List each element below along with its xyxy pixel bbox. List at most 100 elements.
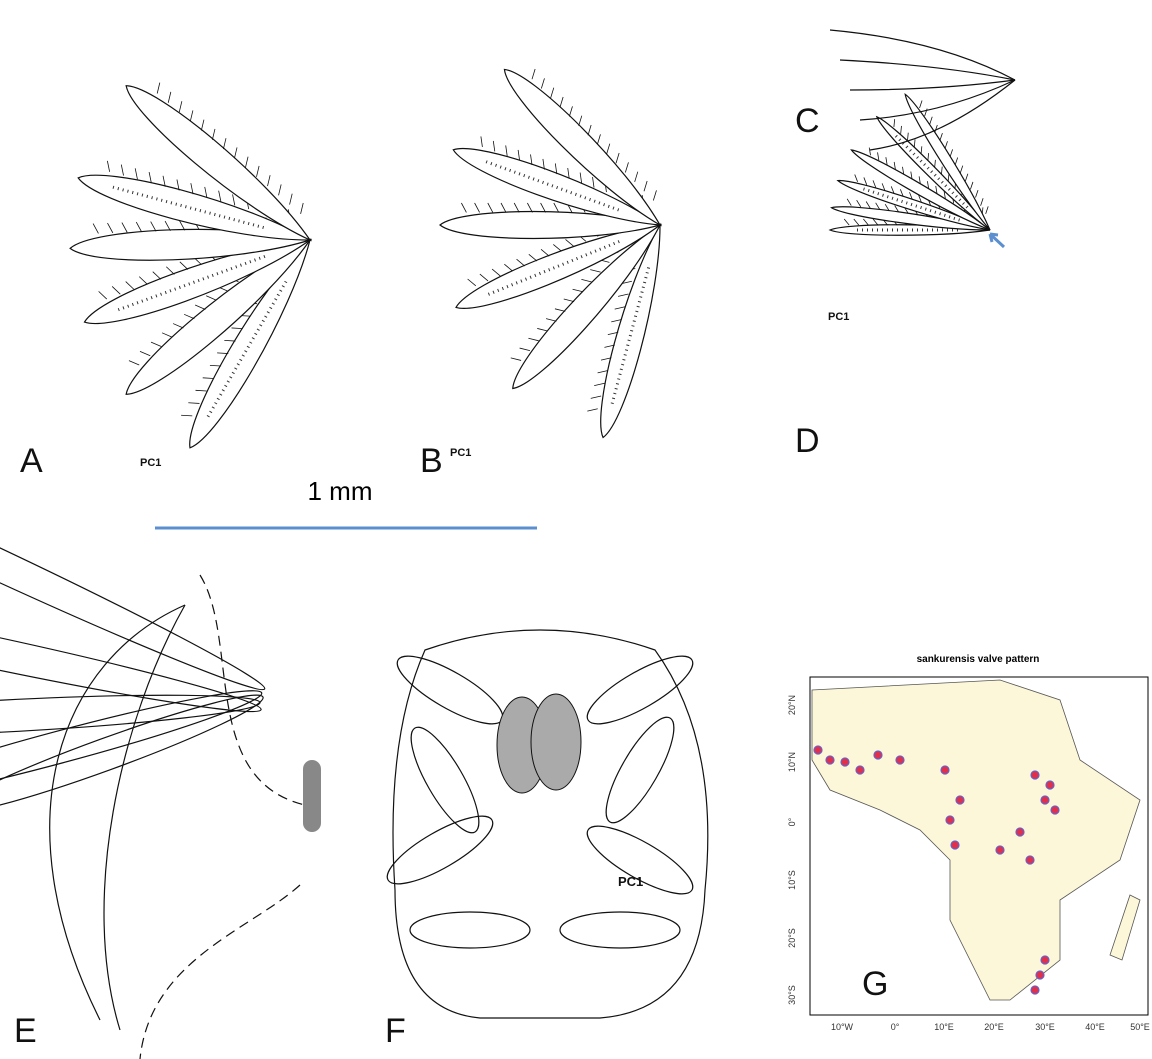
seta-line	[839, 59, 1016, 81]
hair	[877, 152, 880, 161]
hair	[985, 206, 989, 214]
hair	[92, 223, 99, 234]
seta	[605, 716, 675, 824]
hair	[572, 288, 584, 293]
hair	[893, 161, 896, 170]
hair	[934, 124, 938, 133]
hair	[200, 119, 205, 131]
hair	[970, 181, 974, 190]
hair	[167, 91, 172, 103]
hair	[267, 175, 271, 187]
panel-label: D	[795, 422, 820, 460]
hair	[579, 172, 583, 184]
hair	[194, 304, 206, 310]
y-tick-label: 20°N	[787, 695, 797, 715]
seta-line	[869, 79, 1016, 151]
seta	[600, 222, 661, 439]
hair	[300, 202, 304, 214]
annotation: PC1	[828, 311, 849, 323]
seta	[77, 174, 313, 241]
hair	[135, 221, 142, 233]
hair	[245, 156, 249, 168]
hair	[621, 280, 632, 285]
x-tick-label: 10°W	[831, 1022, 854, 1032]
seta-group	[452, 136, 663, 226]
hair	[504, 263, 513, 272]
seta-group	[125, 82, 312, 242]
dash	[139, 884, 301, 1059]
hair	[614, 306, 626, 310]
site-dot	[1050, 805, 1060, 815]
hair	[492, 140, 496, 152]
seta-line	[849, 79, 1016, 91]
hair	[920, 146, 923, 155]
hair	[559, 96, 564, 108]
hair	[223, 138, 227, 150]
hair	[206, 295, 217, 301]
seta	[386, 815, 494, 885]
y-tick-label: 30°S	[787, 985, 797, 1005]
hair	[540, 202, 546, 213]
hair	[150, 221, 157, 232]
hair	[918, 195, 922, 203]
hair	[587, 124, 592, 136]
hair	[231, 327, 243, 330]
seta	[875, 115, 991, 231]
hair	[909, 192, 913, 200]
x-tick-label: 30°E	[1035, 1022, 1055, 1032]
hair	[467, 278, 477, 287]
site-dot	[940, 765, 950, 775]
hair	[461, 202, 467, 213]
hair	[120, 164, 124, 176]
hair	[195, 389, 207, 392]
hair	[202, 377, 214, 379]
seta	[586, 825, 694, 895]
hair	[884, 203, 890, 212]
hair	[161, 332, 173, 338]
hair	[927, 181, 930, 190]
site-dot	[1045, 780, 1055, 790]
hair	[183, 313, 195, 320]
hair	[528, 337, 539, 342]
hair	[530, 154, 533, 166]
site-dot	[1025, 855, 1035, 865]
arrow	[988, 232, 1006, 249]
site-dot	[855, 765, 865, 775]
hair	[587, 408, 598, 412]
seta	[439, 210, 663, 240]
hair	[872, 180, 877, 188]
seta-group	[439, 202, 663, 240]
hair	[872, 218, 879, 226]
hair	[517, 149, 520, 161]
hair	[176, 179, 180, 191]
site-dot	[1015, 827, 1025, 837]
hair	[894, 205, 900, 213]
seta	[189, 238, 312, 449]
hair	[519, 347, 531, 352]
dots	[206, 280, 288, 418]
hair	[890, 186, 895, 194]
hair	[618, 293, 629, 297]
hair	[846, 198, 852, 206]
annotation: PC1	[140, 457, 161, 469]
hair	[166, 266, 175, 275]
hair	[553, 202, 560, 213]
hair	[929, 116, 933, 125]
hair	[98, 291, 108, 300]
hair	[954, 157, 959, 166]
hair	[542, 158, 545, 170]
hair	[865, 201, 871, 209]
hair	[927, 153, 930, 161]
hair	[111, 286, 121, 295]
hair	[528, 253, 538, 262]
seta	[503, 68, 662, 227]
panel-label: F	[385, 1012, 406, 1050]
hair	[550, 87, 555, 98]
hair	[179, 220, 186, 231]
seta	[410, 726, 480, 834]
seta-line	[859, 79, 1016, 121]
hair	[204, 186, 208, 198]
hair	[863, 218, 869, 226]
hair	[540, 78, 545, 89]
